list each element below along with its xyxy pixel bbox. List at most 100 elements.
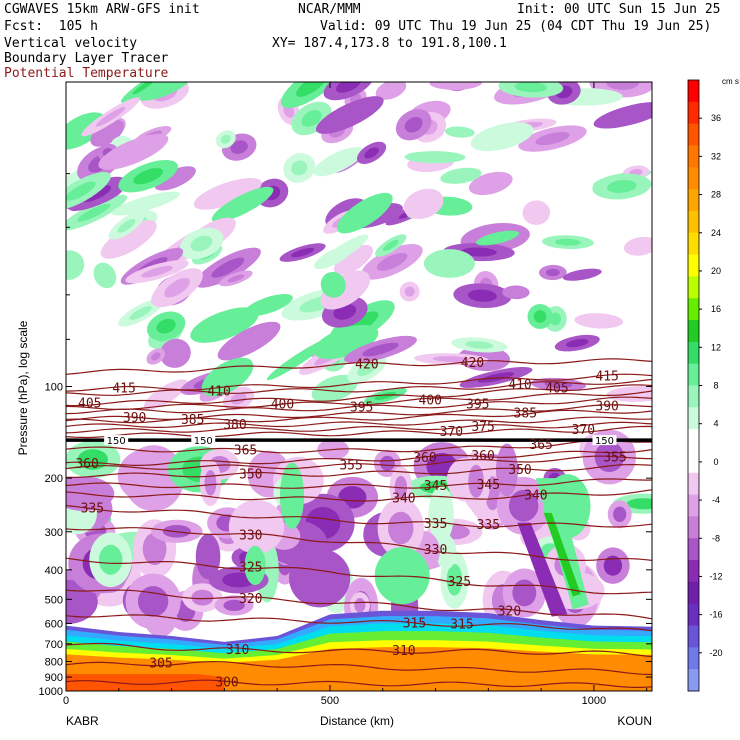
left-endpoint-station: KABR [66, 714, 99, 728]
velocity-cell [89, 532, 132, 588]
velocity-cell [313, 324, 379, 360]
colorbar-swatch [688, 101, 699, 125]
field-potential-temperature: Potential Temperature [4, 66, 169, 81]
velocity-cell [592, 173, 652, 200]
velocity-cell [522, 200, 551, 225]
theta-label: 300 [215, 675, 238, 690]
velocity-cell [320, 271, 346, 298]
velocity-cell [468, 171, 513, 196]
velocity-cell [461, 451, 491, 512]
velocity-cell [195, 247, 261, 288]
colorbar-swatch [688, 625, 699, 648]
theta-label: 415 [112, 382, 135, 397]
velocity-cell [395, 109, 432, 141]
velocity-cell [66, 250, 85, 280]
theta-line-365 [66, 439, 652, 454]
theta-label: 355 [339, 459, 362, 474]
velocity-cell [596, 547, 630, 584]
velocity-cell [143, 379, 188, 410]
colorbar-label: 16 [711, 304, 721, 314]
vertical-velocity-field [66, 82, 652, 641]
velocity-cell [146, 311, 186, 341]
theta-line-305 [66, 660, 652, 676]
colorbar-label: -16 [709, 610, 722, 620]
velocity-cell [470, 122, 534, 152]
theta-label: 320 [498, 604, 521, 619]
colorbar-label: -8 [712, 533, 720, 543]
velocity-cell [159, 338, 191, 368]
theta-label: 325 [448, 575, 471, 590]
right-endpoint-station: KOUN [617, 714, 652, 728]
colorbar-swatch [688, 516, 699, 539]
theta-line-315 [66, 614, 652, 632]
theta-line-385 [66, 409, 652, 424]
theta-label: 340 [524, 489, 547, 504]
colorbar: 36 32 28 24 20 16 12 8 4 0 -4 -8 -12 -16 -20 [687, 79, 723, 692]
theta-label: 390 [123, 411, 146, 426]
velocity-cell [356, 141, 387, 164]
y-axis-title: Pressure (hPa), log scale [16, 320, 30, 455]
tracer-layer [66, 674, 225, 691]
y-tick-label: 800 [45, 656, 63, 668]
theta-line-420 [66, 358, 652, 375]
velocity-cell [279, 243, 326, 262]
velocity-cell [344, 335, 417, 364]
theta-line-310 [66, 642, 652, 658]
theta-line-300 [66, 679, 652, 688]
theta-line-405 [66, 384, 652, 407]
field-vertical-velocity: Vertical velocity [4, 36, 138, 51]
y-tick-label: 300 [45, 527, 63, 539]
velocity-cell [146, 348, 166, 365]
colorbar-swatch [688, 254, 699, 277]
theta-label: 335 [424, 517, 447, 532]
velocity-cell [182, 583, 223, 612]
theta-label: 355 [603, 451, 626, 466]
y-tick-label: 500 [45, 594, 63, 606]
colorbar-label: 12 [711, 342, 721, 352]
velocity-cell [375, 234, 407, 257]
velocity-cell [444, 126, 475, 138]
theta-label: 335 [81, 502, 104, 517]
theta-line-400 [66, 390, 652, 410]
x-tick-label: 1000 [582, 695, 606, 707]
forecast-hour: Fcst: 105 h [4, 19, 98, 34]
theta-label: 360 [413, 451, 436, 466]
velocity-cell [453, 283, 512, 309]
velocity-cell [440, 167, 482, 184]
colorbar-swatch [688, 189, 699, 212]
tropopause-label: 150 [194, 436, 213, 447]
valid-time: Valid: 09 UTC Thu 19 Jun 25 (04 CDT Thu … [320, 19, 712, 34]
velocity-cell [211, 186, 274, 223]
tropopause-line: 150 150 150 [66, 435, 652, 447]
colorbar-swatch [688, 581, 699, 605]
velocity-cell [502, 285, 530, 300]
velocity-cell [111, 191, 180, 216]
downdraft-band [517, 522, 568, 617]
theta-line-335 [66, 505, 652, 528]
velocity-cell [527, 304, 553, 329]
tropopause-label: 150 [107, 436, 126, 447]
velocity-cell [349, 592, 370, 619]
velocity-cell [363, 387, 407, 405]
velocity-cell [373, 449, 401, 477]
theta-label: 385 [181, 413, 204, 428]
velocity-cell [228, 499, 285, 554]
theta-line-350 [66, 464, 652, 478]
colorbar-swatch [688, 560, 699, 583]
theta-label: 370 [572, 423, 595, 438]
tropopause-label: 150 [595, 436, 614, 447]
colorbar-swatch [688, 167, 699, 190]
velocity-cell [518, 125, 587, 152]
theta-label: 415 [595, 370, 618, 385]
velocity-cell [320, 270, 371, 310]
velocity-cell [311, 374, 358, 403]
theta-label: 360 [471, 449, 494, 464]
cross-section-endpoints: XY= 187.4,173.8 to 191.8,100.1 [272, 36, 507, 51]
y-tick-label: 100 [45, 382, 63, 394]
y-tick-label: 900 [45, 672, 63, 684]
colorbar-swatch [688, 276, 699, 299]
velocity-cell [403, 188, 444, 219]
updraft-core [543, 512, 581, 597]
